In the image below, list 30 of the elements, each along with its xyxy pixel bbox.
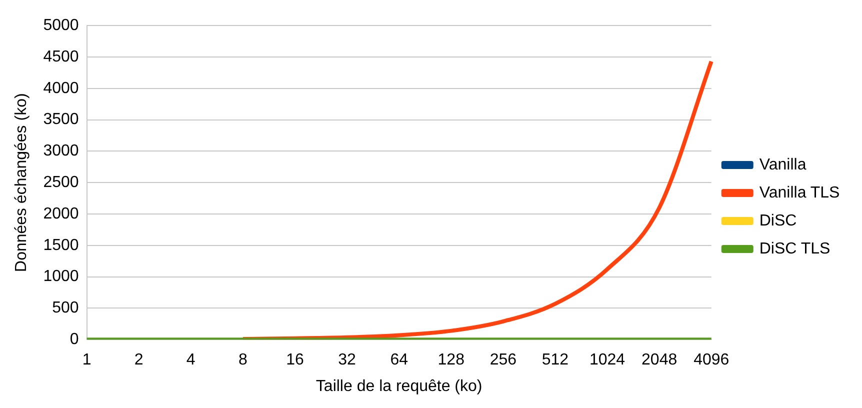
- legend-label: DiSC: [759, 212, 797, 230]
- x-tick-label: 32: [338, 352, 356, 369]
- y-tick-label: 1500: [43, 236, 79, 254]
- y-tick-label: 4500: [43, 48, 79, 66]
- y-tick-label: 3000: [43, 142, 79, 160]
- x-tick-label: 512: [542, 352, 569, 369]
- x-tick-label: 256: [490, 352, 517, 369]
- y-axis-title: Données échangées (ko): [13, 93, 30, 272]
- y-tick-label: 0: [70, 331, 79, 348]
- y-tick-label: 4000: [43, 80, 79, 97]
- x-axis-title: Taille de la requête (ko): [316, 378, 482, 395]
- x-tick-label: 64: [390, 352, 408, 369]
- y-tick-label: 5000: [43, 17, 79, 34]
- y-tick-label: 1000: [43, 268, 79, 286]
- x-tick-label: 4: [186, 352, 196, 369]
- legend-label: DiSC TLS: [759, 240, 830, 258]
- x-tick-label: 4096: [694, 352, 730, 369]
- x-tick-label: 128: [438, 352, 465, 369]
- x-tick-label: 8: [238, 352, 248, 369]
- legend-label: Vanilla TLS: [759, 184, 840, 202]
- y-tick-label: 2000: [43, 205, 79, 222]
- x-tick-label: 1: [82, 352, 92, 369]
- x-tick-label: 2: [134, 352, 144, 369]
- x-tick-label: 16: [286, 352, 304, 369]
- legend-label: Vanilla: [759, 156, 806, 174]
- y-tick-label: 2500: [43, 174, 79, 192]
- x-tick-label: 2048: [642, 352, 678, 369]
- x-tick-label: 1024: [589, 352, 626, 369]
- y-tick-label: 500: [52, 300, 79, 317]
- y-tick-label: 3500: [43, 111, 79, 128]
